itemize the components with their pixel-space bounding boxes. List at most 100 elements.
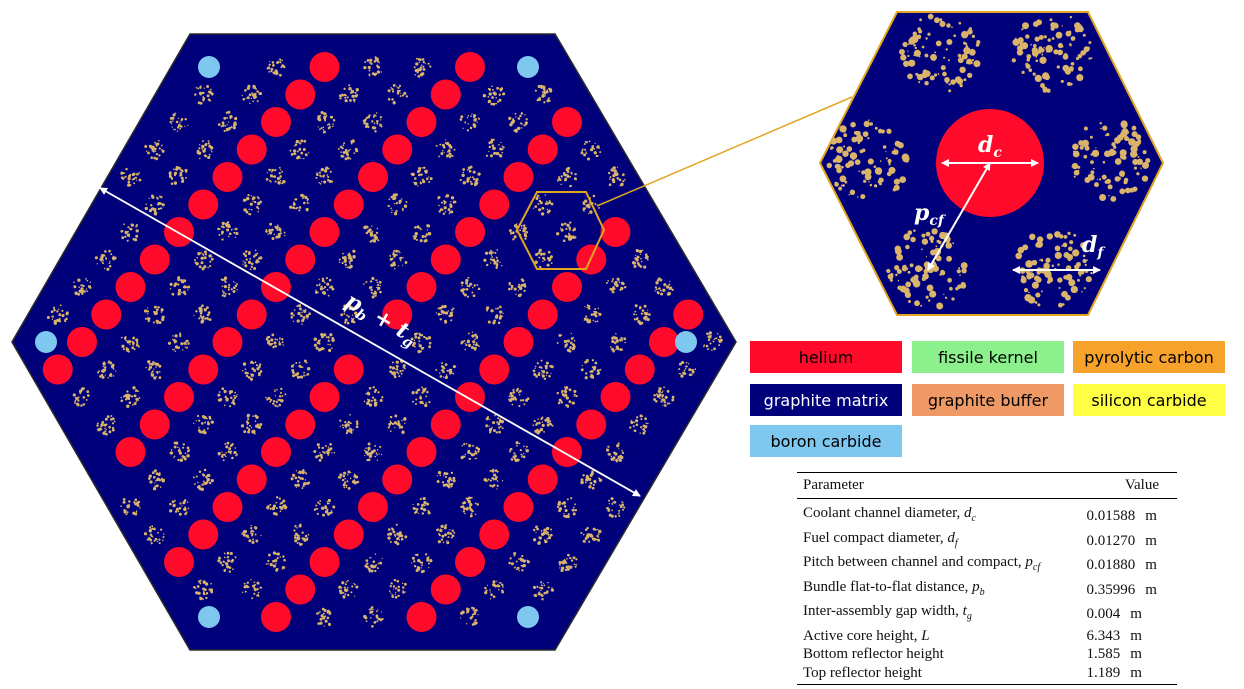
- fuel-particle: [541, 91, 544, 93]
- fuel-particle: [450, 308, 453, 311]
- fuel-particle: [615, 339, 619, 343]
- fuel-particle: [344, 148, 348, 152]
- fuel-particle: [546, 263, 550, 267]
- fuel-particle: [378, 280, 382, 284]
- fuel-particle: [1026, 58, 1030, 62]
- fuel-particle: [551, 587, 553, 589]
- fuel-particle: [181, 505, 183, 507]
- fuel-particle: [168, 171, 172, 175]
- fuel-particle: [678, 373, 680, 375]
- fuel-particle: [416, 68, 421, 72]
- fuel-particle: [618, 509, 621, 512]
- fuel-particle: [247, 418, 250, 421]
- fuel-particle: [226, 124, 228, 126]
- coolant-channel: [503, 162, 534, 192]
- fuel-particle: [498, 419, 503, 423]
- fuel-particle: [1054, 245, 1061, 252]
- legend-graphite-matrix: graphite matrix: [750, 384, 902, 416]
- fuel-particle: [517, 290, 520, 292]
- fuel-particle: [131, 404, 134, 406]
- fuel-particle: [251, 541, 255, 544]
- fuel-particle: [363, 65, 367, 70]
- fuel-particle: [501, 265, 503, 267]
- fuel-particle: [588, 320, 591, 323]
- fuel-particle: [607, 445, 610, 448]
- fuel-particle: [615, 332, 617, 335]
- coolant-channel: [261, 107, 291, 137]
- fuel-particle: [618, 512, 621, 514]
- fuel-particle: [269, 174, 274, 178]
- fuel-particle: [301, 311, 303, 314]
- fuel-particle: [150, 204, 153, 207]
- fuel-particle: [325, 166, 329, 170]
- fuel-particle: [226, 228, 230, 232]
- fuel-particle: [920, 304, 923, 307]
- fuel-particle: [74, 400, 77, 402]
- fuel-particle: [173, 181, 178, 185]
- fuel-particle: [252, 584, 255, 588]
- fuel-particle: [571, 508, 575, 512]
- parameter-cell: Bundle flat-to-flat distance, pb: [803, 578, 985, 598]
- fuel-particle: [123, 336, 127, 340]
- fuel-particle: [499, 154, 503, 158]
- fuel-particle: [438, 210, 441, 213]
- fuel-particle: [960, 281, 966, 287]
- fuel-particle: [272, 64, 275, 67]
- fuel-particle: [275, 400, 278, 404]
- fuel-particle: [468, 169, 472, 173]
- fuel-particle: [903, 60, 910, 67]
- fuel-particle: [461, 173, 465, 177]
- fuel-particle: [146, 317, 150, 320]
- fuel-particle: [249, 377, 254, 381]
- fuel-particle: [401, 94, 404, 97]
- fuel-particle: [280, 391, 282, 394]
- fuel-particle: [347, 486, 351, 490]
- fuel-particle: [927, 299, 931, 302]
- fuel-particle: [494, 251, 497, 254]
- fuel-particle: [560, 223, 564, 227]
- fuel-particle: [322, 513, 325, 517]
- fuel-particle: [592, 376, 595, 379]
- fuel-particle: [585, 474, 589, 478]
- fuel-particle: [344, 477, 347, 480]
- coolant-channel: [212, 327, 243, 357]
- fuel-particle: [327, 175, 330, 179]
- fuel-particle: [574, 503, 577, 506]
- fuel-particle: [537, 252, 541, 255]
- fuel-particle: [589, 210, 593, 214]
- parameter-cell: Bottom reflector height: [803, 646, 944, 662]
- fuel-particle: [466, 179, 470, 183]
- fuel-particle: [250, 527, 253, 530]
- fuel-particle: [612, 180, 616, 184]
- fuel-particle: [1063, 251, 1070, 259]
- fuel-particle: [500, 87, 504, 91]
- fuel-particle: [1028, 272, 1035, 279]
- fuel-particle: [466, 129, 469, 132]
- fuel-particle: [415, 508, 419, 511]
- fuel-particle: [371, 396, 375, 399]
- fuel-compact: [413, 57, 432, 78]
- fuel-particle: [496, 471, 499, 473]
- fuel-particle: [321, 181, 323, 183]
- fuel-particle: [492, 146, 496, 150]
- table-row: Coolant channel diameter, dc 0.01588 m: [797, 499, 1177, 529]
- fuel-particle: [658, 393, 662, 397]
- fuel-particle: [1035, 59, 1039, 63]
- fuel-particle: [46, 315, 50, 320]
- fuel-particle: [518, 569, 520, 572]
- fuel-particle: [566, 167, 568, 169]
- fuel-particle: [680, 361, 684, 364]
- fuel-particle: [532, 207, 535, 209]
- fuel-particle: [390, 582, 393, 585]
- fuel-particle: [173, 441, 177, 445]
- fuel-particle: [1057, 263, 1060, 266]
- fuel-particle: [390, 592, 392, 594]
- fuel-particle: [1031, 47, 1038, 54]
- fuel-particle: [418, 344, 422, 348]
- fuel-particle: [281, 182, 284, 185]
- fuel-particle: [231, 401, 235, 404]
- fuel-particle: [340, 313, 344, 317]
- fuel-particle: [463, 442, 466, 446]
- fuel-particle: [368, 557, 371, 559]
- fuel-particle: [497, 153, 500, 156]
